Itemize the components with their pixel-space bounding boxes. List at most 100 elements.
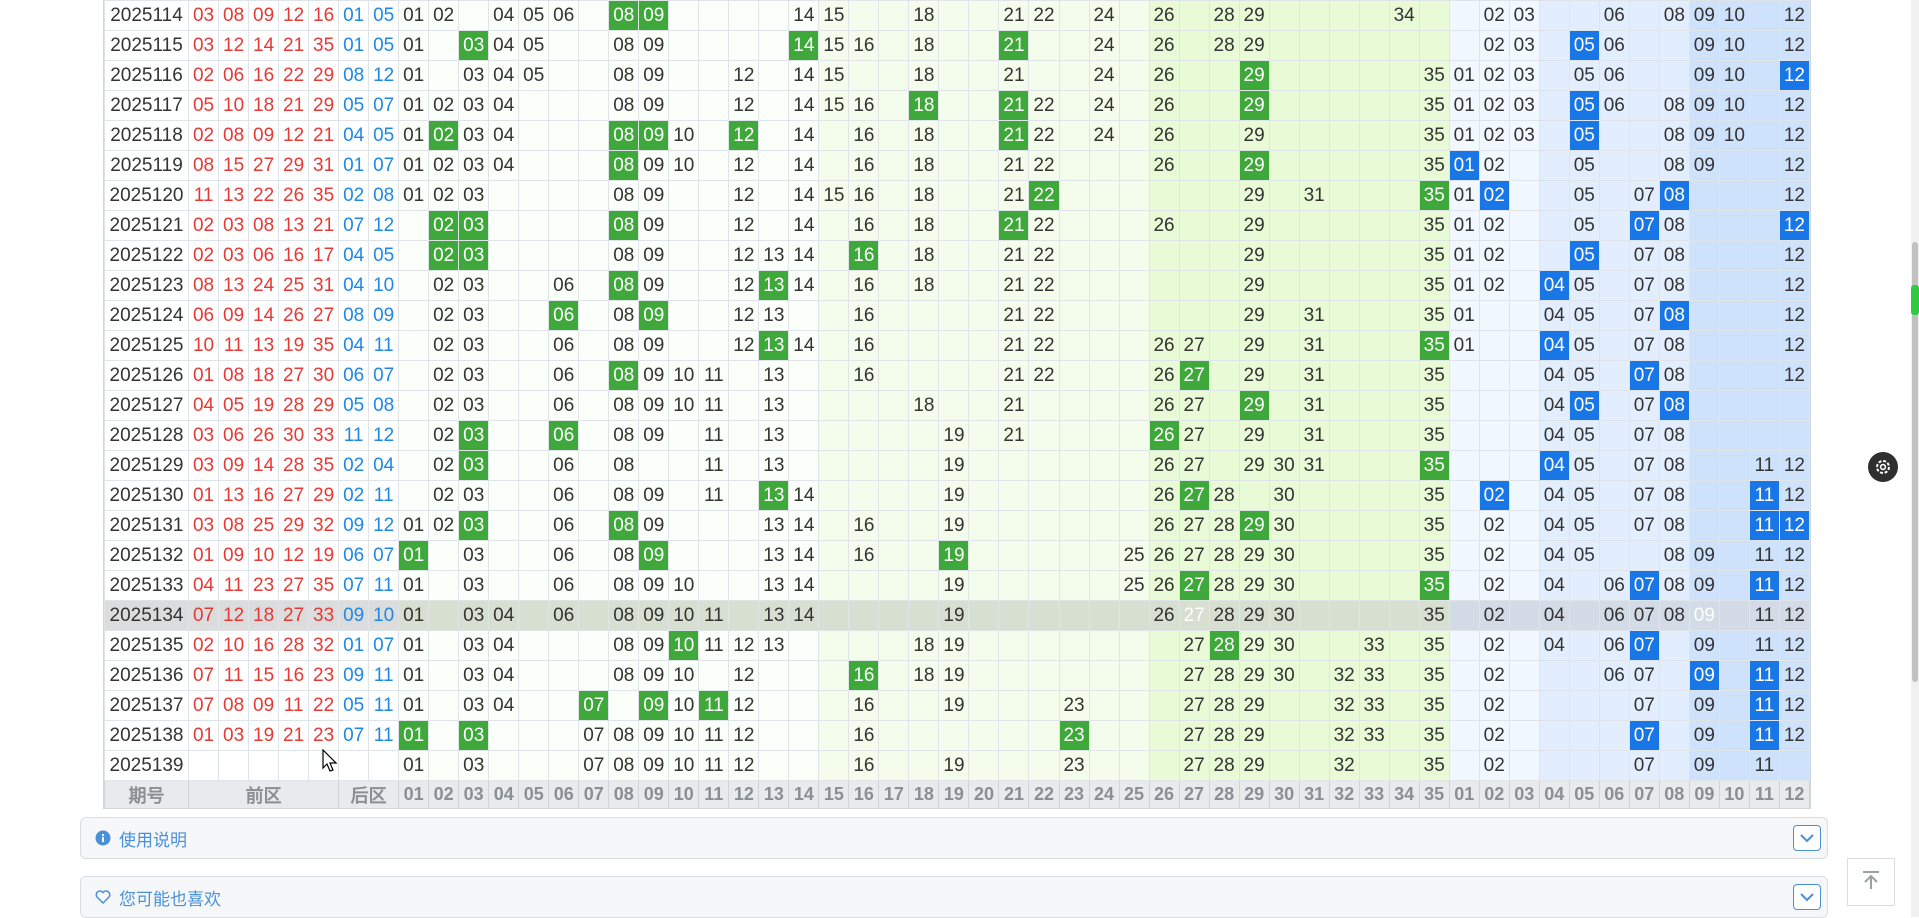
table-cell: 08 xyxy=(1658,510,1690,541)
table-cell xyxy=(1538,720,1570,751)
table-cell: 12 xyxy=(728,150,760,181)
table-cell xyxy=(968,480,1000,511)
table-cell: 02 xyxy=(338,180,370,211)
table-cell: 12 xyxy=(1778,450,1811,481)
table-cell xyxy=(1178,90,1210,121)
table-cell: 07 xyxy=(1628,390,1660,421)
table-cell xyxy=(698,330,730,361)
table-cell xyxy=(1148,270,1180,301)
front-number-header: 02 xyxy=(428,780,460,809)
table-cell: 27 xyxy=(1178,750,1210,781)
front-hit-cell: 03 xyxy=(458,210,490,241)
table-cell: 08 xyxy=(1658,150,1690,181)
table-cell xyxy=(938,240,970,271)
issue-cell: 2025120 xyxy=(103,180,190,211)
back-hit-cell: 11 xyxy=(1748,660,1780,691)
table-cell: 21 xyxy=(998,330,1030,361)
table-cell xyxy=(1028,30,1060,61)
table-cell xyxy=(1448,660,1480,691)
front-hit-cell: 21 xyxy=(998,210,1030,241)
issue-cell: 2025134 xyxy=(103,600,190,631)
table-cell xyxy=(488,540,520,571)
back-to-top-button[interactable] xyxy=(1847,858,1895,906)
front-number-header: 04 xyxy=(488,780,520,809)
table-cell xyxy=(1658,630,1690,661)
table-cell: 35 xyxy=(1418,120,1450,151)
table-cell xyxy=(1448,570,1480,601)
back-hit-cell: 11 xyxy=(1748,570,1780,601)
table-cell xyxy=(458,0,490,31)
table-cell xyxy=(878,360,910,391)
issue-cell: 2025139 xyxy=(103,750,190,781)
table-cell xyxy=(1118,150,1150,181)
table-cell: 35 xyxy=(1418,60,1450,91)
table-cell: 29 xyxy=(1238,600,1270,631)
table-cell xyxy=(488,240,520,271)
front-hit-cell: 08 xyxy=(608,270,640,301)
table-row: 2025131 03 08 25 29 32 09 12 01 02 03 06 08 09 13 14 16 1… xyxy=(103,510,1811,541)
table-cell: 05 xyxy=(1568,510,1600,541)
table-cell xyxy=(968,30,1000,61)
table-cell: 09 xyxy=(638,600,670,631)
table-cell: 16 xyxy=(848,210,880,241)
table-cell: 08 xyxy=(1658,240,1690,271)
scrollbar-thumb[interactable] xyxy=(1912,242,1918,682)
table-cell xyxy=(1268,750,1300,781)
table-cell: 11 xyxy=(1748,600,1780,631)
back-hit-cell: 05 xyxy=(1568,240,1600,271)
table-cell: 31 xyxy=(1298,360,1330,391)
table-cell xyxy=(1148,660,1180,691)
table-cell: 31 xyxy=(1298,330,1330,361)
table-cell: 05 xyxy=(188,90,220,121)
table-cell: 05 xyxy=(368,120,400,151)
table-cell xyxy=(488,570,520,601)
table-cell: 16 xyxy=(848,540,880,571)
front-number-header: 14 xyxy=(788,780,820,809)
table-cell: 03 xyxy=(458,660,490,691)
usage-panel[interactable]: 使用说明 xyxy=(80,817,1828,859)
table-cell: 35 xyxy=(308,30,340,61)
table-cell xyxy=(1598,120,1630,151)
table-cell xyxy=(878,420,910,451)
table-cell xyxy=(1208,390,1240,421)
table-cell xyxy=(1328,300,1360,331)
table-cell xyxy=(578,540,610,571)
back-hit-cell: 05 xyxy=(1568,390,1600,421)
table-cell xyxy=(1508,690,1540,721)
table-cell: 25 xyxy=(1118,570,1150,601)
table-cell: 09 xyxy=(638,630,670,661)
table-row: 2025129 03 09 14 28 35 02 04 02 03 06 08 11 13 19 26 27 2… xyxy=(103,450,1811,481)
table-cell xyxy=(1298,90,1330,121)
table-cell xyxy=(1028,600,1060,631)
table-cell xyxy=(1598,750,1630,781)
front-number-header: 26 xyxy=(1148,780,1180,809)
front-hit-cell: 08 xyxy=(608,150,640,181)
table-cell xyxy=(848,570,880,601)
gear-icon[interactable] xyxy=(1868,452,1898,482)
table-cell: 27 xyxy=(1178,510,1210,541)
table-cell: 02 xyxy=(1478,720,1510,751)
table-cell: 02 xyxy=(188,210,220,241)
table-cell xyxy=(1058,210,1090,241)
table-cell: 21 xyxy=(998,270,1030,301)
table-cell xyxy=(1118,750,1150,781)
table-cell xyxy=(1268,90,1300,121)
table-cell: 26 xyxy=(248,420,280,451)
page-scrollbar[interactable] xyxy=(1911,0,1919,917)
table-cell: 02 xyxy=(1478,150,1510,181)
table-cell: 22 xyxy=(1028,120,1060,151)
table-cell: 16 xyxy=(848,30,880,61)
chevron-down-icon[interactable] xyxy=(1793,884,1821,910)
table-cell xyxy=(1298,60,1330,91)
table-cell: 09 xyxy=(638,570,670,601)
table-row: 2025116 02 06 16 22 29 08 12 01 03 04 05 08 09 12 14 15 1… xyxy=(103,60,1811,91)
table-cell: 29 xyxy=(1238,450,1270,481)
issue-cell: 2025124 xyxy=(103,300,190,331)
table-cell: 06 xyxy=(218,60,250,91)
table-cell xyxy=(1358,540,1390,571)
like-panel[interactable]: 您可能也喜欢 xyxy=(80,876,1828,918)
chevron-down-icon[interactable] xyxy=(1793,825,1821,851)
table-cell xyxy=(698,240,730,271)
table-cell xyxy=(938,210,970,241)
table-cell xyxy=(1268,420,1300,451)
